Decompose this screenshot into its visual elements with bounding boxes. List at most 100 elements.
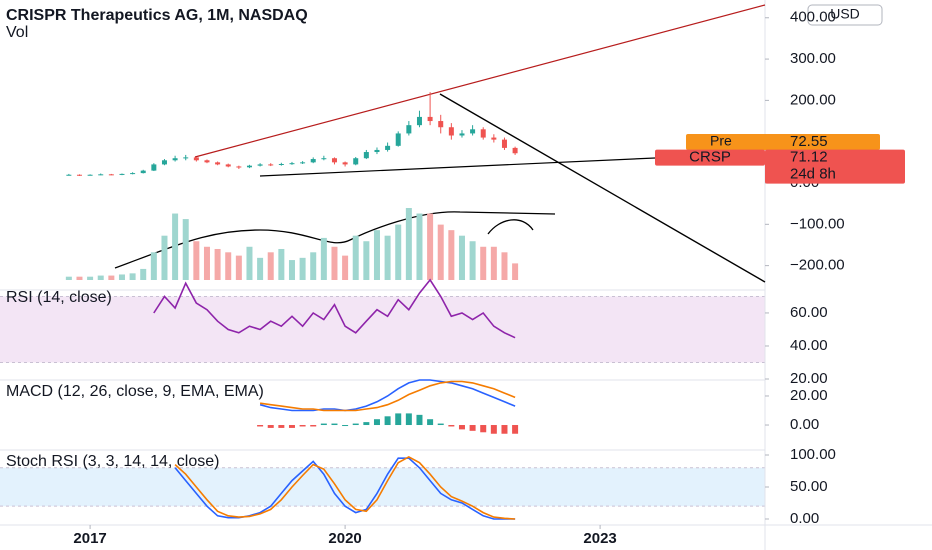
- y-tick-label: 40.00: [790, 337, 828, 354]
- candle-body: [98, 174, 104, 176]
- y-tick-label: 100.00: [790, 446, 836, 463]
- y-tick-label: 50.00: [790, 478, 828, 495]
- volume-bar: [342, 255, 349, 280]
- volume-bar: [458, 235, 465, 280]
- series-line: [259, 379, 516, 412]
- candle-body: [448, 127, 454, 136]
- candle-body: [459, 133, 465, 136]
- volume-bar: [490, 246, 497, 280]
- drawing-curve: [487, 219, 534, 235]
- volume-bar: [172, 213, 179, 280]
- histogram-bar: [437, 423, 444, 426]
- histogram-bar: [458, 425, 465, 430]
- candle-body: [289, 163, 295, 165]
- volume-bar: [150, 252, 157, 280]
- y-tick-label: 20.00: [790, 387, 828, 404]
- candle-body: [491, 137, 497, 140]
- histogram-bar: [427, 419, 434, 426]
- trendline: [439, 93, 766, 283]
- volume-bar: [480, 246, 487, 280]
- y-tick-label: −100.00: [790, 215, 845, 232]
- volume-bar: [405, 208, 412, 280]
- histogram-bar: [416, 414, 423, 426]
- candle-body: [268, 164, 274, 166]
- premarket-value: 72.55: [790, 133, 828, 150]
- volume-bar: [320, 237, 327, 280]
- y-tick-label: 0.00: [790, 416, 819, 433]
- volume-bar: [235, 255, 242, 280]
- trendline: [259, 157, 656, 177]
- candle-body: [151, 164, 157, 171]
- candle-body: [480, 129, 486, 138]
- volume-bar: [299, 257, 306, 280]
- last-value: 71.12: [790, 149, 828, 166]
- currency-badge[interactable]: [807, 4, 883, 26]
- histogram-bar: [342, 425, 349, 427]
- histogram-bar: [501, 425, 508, 434]
- candle-body: [512, 147, 518, 154]
- candle-body: [363, 152, 369, 159]
- volume-bar: [395, 224, 402, 280]
- volume-bar: [363, 241, 370, 280]
- series-line: [153, 278, 516, 339]
- histogram-bar: [288, 425, 295, 428]
- volume-bar: [203, 246, 210, 280]
- volume-bar: [288, 260, 295, 280]
- candle-body: [183, 157, 189, 159]
- volume-bar: [87, 276, 94, 280]
- candle-body: [374, 149, 380, 153]
- band: [0, 467, 765, 507]
- histogram-bar: [512, 425, 519, 434]
- candle-body: [193, 157, 199, 161]
- bands: [0, 295, 765, 507]
- volume-bar: [246, 246, 253, 280]
- candle-body: [119, 173, 125, 175]
- volume-bar: [310, 252, 317, 280]
- candle-body: [87, 174, 93, 176]
- volume-bar: [267, 252, 274, 280]
- histogram-bar: [352, 423, 359, 426]
- volume-bar: [108, 275, 115, 280]
- candle-body: [66, 174, 72, 176]
- candle-body: [310, 159, 316, 163]
- volume-bar: [352, 235, 359, 280]
- histogram-bar: [490, 425, 497, 434]
- volume-label: Vol: [6, 24, 28, 41]
- candle-body: [353, 158, 359, 165]
- x-tick-label: 2017: [73, 530, 106, 547]
- histogram-bar: [299, 425, 306, 427]
- pane-title: RSI (14, close): [6, 289, 112, 306]
- histogram-bar: [395, 413, 402, 426]
- candle-body: [385, 145, 391, 150]
- candle-body: [395, 133, 401, 146]
- volume-bar: [76, 276, 83, 280]
- countdown: 24d 8h: [790, 166, 836, 183]
- currency-label[interactable]: USD: [830, 6, 860, 22]
- volume-bar: [193, 241, 200, 280]
- candle-body: [342, 162, 348, 165]
- candle-body: [406, 125, 412, 134]
- histogram-bar: [267, 425, 274, 428]
- candle-body: [300, 162, 306, 164]
- histogram-bar: [363, 422, 370, 426]
- chart-title: CRISPR Therapeutics AG, 1M, NASDAQ: [6, 7, 308, 24]
- volume-bar: [512, 263, 519, 280]
- series-line: [174, 457, 516, 520]
- x-tick-label: 2023: [583, 530, 616, 547]
- candle-body: [470, 129, 476, 134]
- candle-body: [130, 173, 136, 175]
- premarket-label: Pre: [710, 133, 732, 149]
- trendline: [194, 4, 766, 158]
- last-badge: [765, 149, 905, 184]
- premarket-badge: [686, 134, 880, 151]
- candle-body: [321, 158, 327, 160]
- y-tick-label: 400.00: [790, 9, 836, 26]
- pane-title: MACD (12, 26, close, 9, EMA, EMA): [6, 383, 264, 400]
- volume-bar: [427, 213, 434, 280]
- volume-bar: [448, 230, 455, 280]
- y-tick-label: 60.00: [790, 304, 828, 321]
- histogram-bar: [278, 425, 285, 428]
- histogram-bar: [331, 423, 338, 426]
- candle-body: [140, 170, 146, 174]
